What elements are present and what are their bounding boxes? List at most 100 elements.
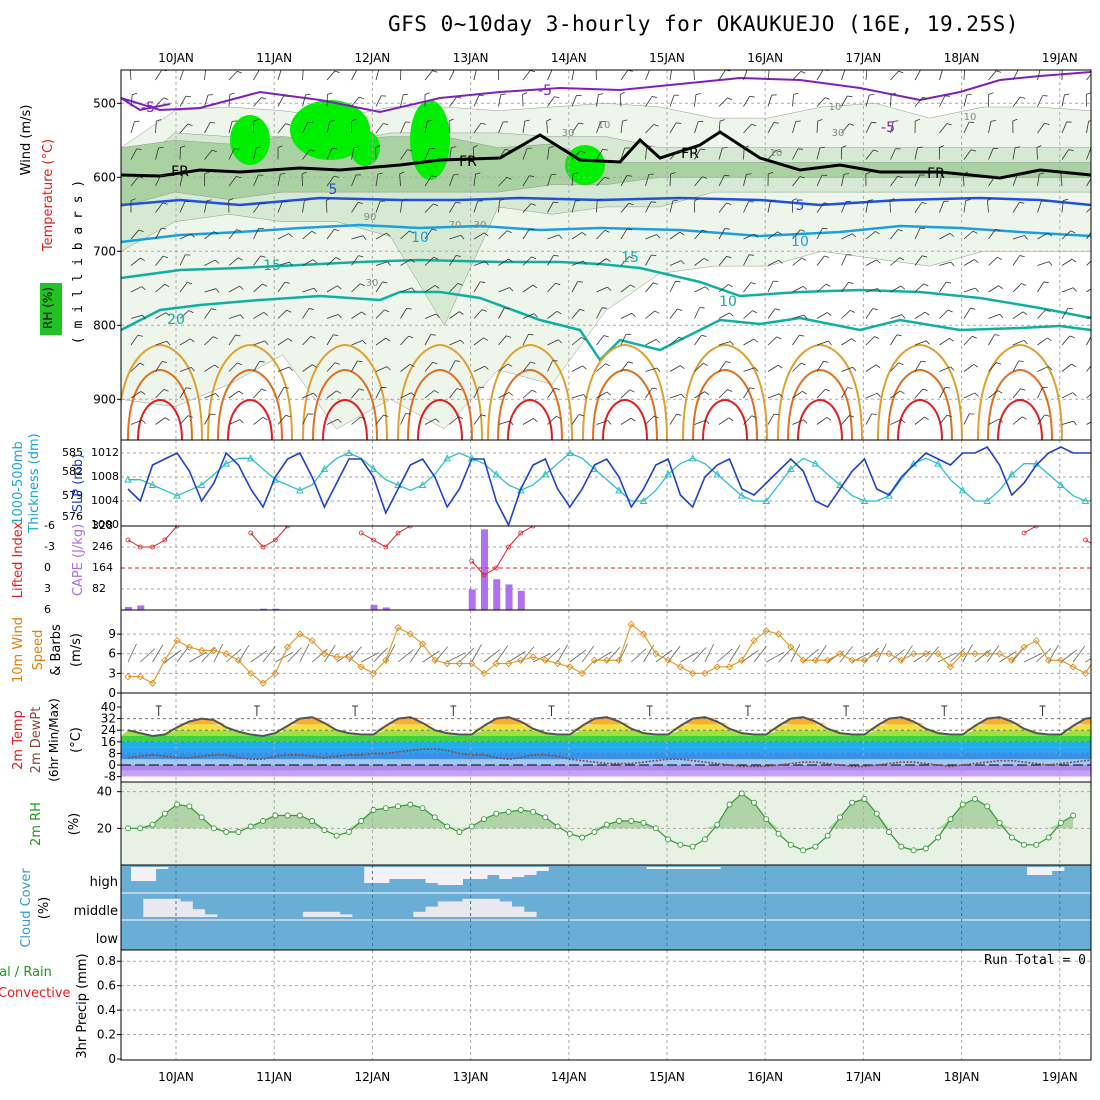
rh-grid bbox=[121, 782, 1091, 865]
upper-wind-barb bbox=[1061, 94, 1065, 107]
upper-wind-barb bbox=[277, 281, 286, 293]
upper-wind-barb-flag bbox=[408, 335, 414, 339]
rh-point bbox=[775, 830, 782, 837]
upper-wind-barb-flag bbox=[284, 281, 290, 284]
surface-wind-barb bbox=[888, 649, 905, 663]
wind-grid bbox=[121, 610, 1091, 693]
upper-wind-barb bbox=[767, 308, 776, 319]
rh-point bbox=[505, 808, 512, 815]
rh-point bbox=[481, 816, 487, 823]
surface-isotherm bbox=[692, 368, 758, 440]
surface-wind-barb bbox=[925, 646, 940, 663]
upper-wind-barb-flag bbox=[529, 228, 535, 231]
wind-speed-series bbox=[124, 620, 1091, 687]
upper-wind-barb-flag bbox=[451, 146, 457, 149]
y-tick-label: 3 bbox=[108, 666, 116, 680]
high-cloud-bar bbox=[450, 867, 463, 885]
upper-wind-barb-flag bbox=[206, 67, 211, 68]
upper-wind-barb-flag bbox=[746, 173, 752, 175]
cape-tick: 328 bbox=[92, 519, 113, 532]
thickness-tick: 579 bbox=[62, 489, 83, 502]
upper-wind-barb-flag bbox=[1069, 335, 1075, 339]
upper-wind-barb-flag bbox=[353, 146, 359, 149]
upper-wind-barb-flag bbox=[896, 334, 902, 337]
upper-wind-barb bbox=[743, 233, 755, 240]
upper-wind-barb bbox=[1061, 200, 1064, 213]
wind-speed-point bbox=[222, 650, 230, 658]
upper-wind-barb-flag bbox=[253, 118, 259, 122]
upper-wind-barb-flag bbox=[1071, 258, 1077, 263]
upper-wind-barb-flag bbox=[876, 259, 881, 264]
upper-wind-barb-flag bbox=[988, 92, 994, 95]
upper-wind-barb bbox=[498, 420, 511, 425]
isotherm-label: -5 bbox=[881, 120, 895, 136]
upper-wind-barbs bbox=[129, 67, 1091, 426]
upper-wind-barb bbox=[963, 287, 976, 293]
slp-tick: 1008 bbox=[91, 470, 119, 483]
upper-wind-barb-flag bbox=[141, 419, 146, 424]
upper-wind-barb-flag bbox=[182, 173, 188, 175]
upper-wind-barb-flag bbox=[239, 419, 244, 424]
thickness-marker bbox=[1007, 470, 1016, 478]
surface-isotherm bbox=[602, 398, 648, 440]
upper-wind-barb bbox=[130, 391, 142, 399]
upper-wind-barb-flag bbox=[724, 228, 730, 230]
wind-speed-point bbox=[345, 653, 353, 661]
surface-isotherm bbox=[702, 398, 748, 440]
upper-wind-barb bbox=[1086, 178, 1091, 187]
upper-wind-barb-flag bbox=[1046, 337, 1052, 341]
upper-wind-barb bbox=[302, 308, 310, 319]
rh-point bbox=[579, 834, 586, 841]
upper-wind-barb-flag bbox=[531, 389, 537, 393]
upper-wind-barb-flag bbox=[163, 388, 169, 392]
upper-wind-barb bbox=[179, 70, 184, 81]
surface-wind-barb bbox=[495, 645, 509, 663]
upper-wind-barb bbox=[522, 228, 530, 240]
upper-wind-barb-flag bbox=[484, 261, 489, 266]
upper-wind-barb-flag bbox=[629, 389, 635, 393]
upper-wind-barb bbox=[498, 121, 504, 134]
rh-point bbox=[260, 818, 266, 824]
upper-wind-barb-flag bbox=[939, 145, 945, 148]
thickness-marker bbox=[983, 496, 992, 504]
wind-speed-point bbox=[419, 640, 427, 648]
rh-point bbox=[751, 799, 757, 806]
max-temp-marker bbox=[941, 705, 948, 716]
upper-wind-barb bbox=[179, 415, 189, 425]
upper-wind-barb-flag bbox=[949, 233, 955, 237]
lifted-index-tick: -6 bbox=[44, 519, 55, 532]
thickness-marker bbox=[320, 464, 329, 472]
thickness-marker bbox=[541, 470, 550, 478]
upper-wind-barb bbox=[767, 336, 778, 346]
upper-wind-barb-flag bbox=[946, 281, 952, 284]
upper-wind-barb bbox=[939, 414, 948, 425]
upper-wind-barb bbox=[841, 387, 848, 399]
upper-wind-barb bbox=[865, 288, 878, 293]
slp-tick: 1000 bbox=[91, 518, 119, 531]
upper-wind-barb bbox=[571, 337, 582, 346]
upper-wind-barb-flag bbox=[823, 202, 829, 205]
upper-wind-barb-flag bbox=[598, 93, 604, 96]
upper-wind-barb bbox=[816, 147, 821, 160]
upper-wind-barb bbox=[400, 335, 409, 346]
upper-wind-barb bbox=[302, 259, 314, 266]
upper-wind-barb bbox=[375, 366, 388, 372]
temp2m-label-3: (6hr Min/Max) bbox=[47, 698, 61, 782]
lifted-index-point bbox=[125, 537, 131, 543]
upper-wind-barb-flag bbox=[1048, 366, 1053, 371]
upper-wind-barb-flag bbox=[899, 390, 905, 394]
middle-cloud-bar bbox=[425, 906, 439, 917]
upper-wind-barb-flag bbox=[578, 414, 584, 417]
upper-wind-barb bbox=[890, 390, 901, 399]
upper-wind-barb-flag bbox=[970, 149, 976, 152]
surface-wind-barb bbox=[250, 650, 268, 663]
rh-point bbox=[873, 810, 880, 817]
rh-cell-high bbox=[565, 145, 605, 185]
upper-wind-barb-flag bbox=[827, 312, 832, 316]
rh-point bbox=[837, 814, 843, 821]
upper-wind-barb bbox=[988, 70, 997, 81]
upper-wind-barb-flag bbox=[382, 281, 388, 284]
upper-wind-barb-flag bbox=[483, 337, 489, 341]
upper-wind-barb bbox=[865, 200, 869, 213]
